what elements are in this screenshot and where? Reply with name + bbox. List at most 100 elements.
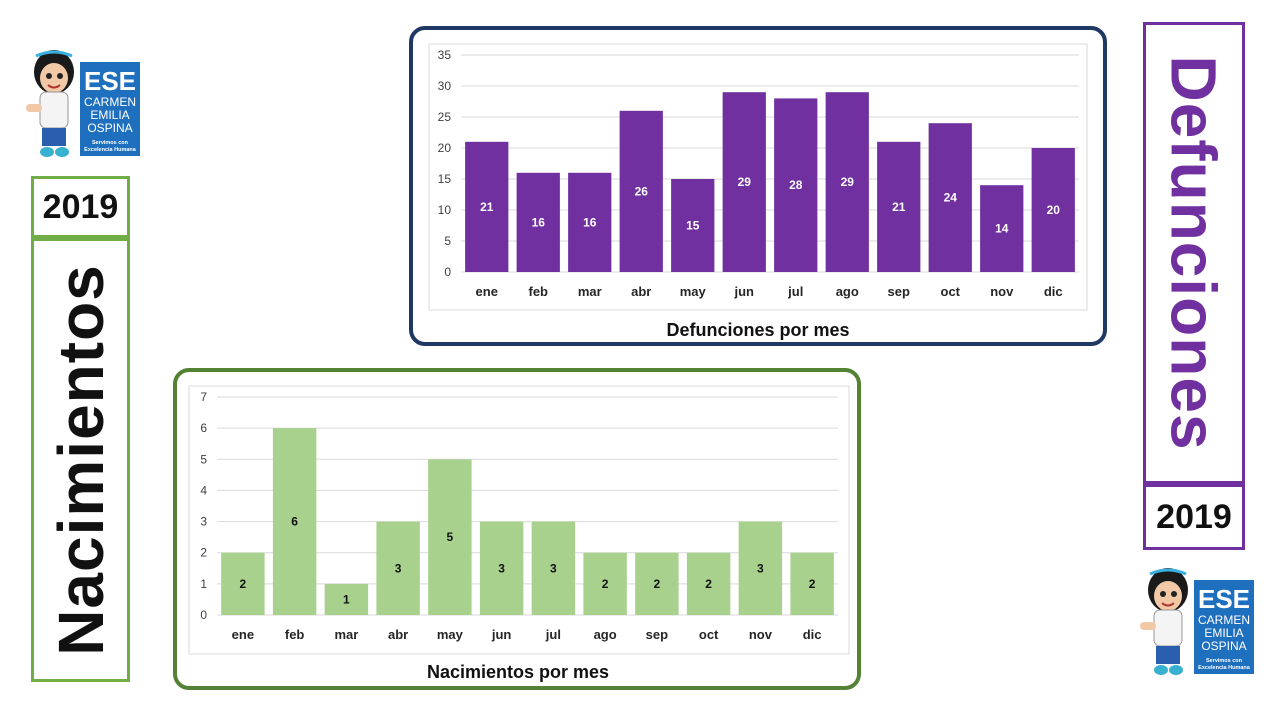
logo-ese-text: ESE [84,66,136,96]
nacimientos-data-label: 2 [705,577,712,591]
logo-line-ospina: OSPINA [87,121,132,135]
logo-tagline-1: Servimos con [92,140,129,146]
nacimientos-x-tick-label: ago [594,627,617,642]
nacimientos-x-tick-label: feb [285,627,305,642]
defunciones-x-tick-label: jul [787,284,803,299]
defunciones-bar-jun [722,92,766,272]
nacimientos-y-tick-label: 2 [200,546,207,560]
defunciones-bar-feb [516,172,560,272]
left-title-container: Nacimientos [31,238,130,682]
defunciones-data-label: 24 [944,191,958,205]
logo-ese-text: ESE [1198,584,1250,614]
nacimientos-bar-mar [324,583,369,615]
logo-tagline-2: Excelencia Humana [84,147,137,153]
defunciones-bar-ene [465,141,509,272]
defunciones-bar-ago [825,92,869,272]
nacimientos-x-tick-label: ene [232,627,254,642]
nacimientos-chart: 0 1 2 3 4 5 6 7 2 ene 6 feb 1 mar 3 abr 5 may 3 jun 3 jul 2 ago… [188,385,850,682]
nacimientos-x-tick-label: oct [699,627,719,642]
right-title-container: Defunciones [1143,22,1245,484]
left-title-frame [31,238,130,682]
defunciones-x-tick-label: jun [734,284,755,299]
nacimientos-data-label: 3 [498,561,505,575]
logo-bottom-right: ESE CARMEN EMILIA OSPINA Servimos con Ex… [1134,566,1256,678]
nacimientos-bar-jul [531,521,576,615]
defunciones-bar-sep [877,141,921,272]
nacimientos-bar-feb [272,428,317,615]
nacimientos-bar-oct [686,552,731,615]
nacimientos-data-label: 5 [447,530,454,544]
nacimientos-data-label: 3 [395,561,402,575]
nacimientos-data-label: 3 [757,561,764,575]
logo-tagline-2: Excelencia Humana [1198,665,1251,671]
nacimientos-x-tick-label: abr [388,627,408,642]
defunciones-bar-jul [774,98,818,273]
defunciones-data-label: 26 [635,184,649,198]
nacimientos-chart-frame: 0 1 2 3 4 5 6 7 2 ene 6 feb 1 mar 3 abr 5 may 3 jun 3 jul 2 ago… [173,368,861,690]
logo-tagline-1: Servimos con [1206,658,1243,664]
nacimientos-vertical-title: Nacimientos [44,264,117,656]
defunciones-y-tick-label: 35 [438,48,452,62]
defunciones-x-tick-label: oct [941,284,961,299]
defunciones-data-label: 16 [532,215,546,229]
nacimientos-bar-may [428,459,472,615]
mascot-logo-image: ESE CARMEN EMILIA OSPINA Servimos con Ex… [26,50,140,157]
nacimientos-y-tick-label: 4 [200,483,207,497]
nacimientos-y-tick-label: 5 [200,452,207,466]
nacimientos-data-label: 2 [240,577,247,591]
nacimientos-data-label: 6 [291,515,298,529]
defunciones-bar-nov [980,185,1024,272]
defunciones-data-label: 16 [583,215,597,229]
defunciones-bar-may [671,179,715,272]
defunciones-y-tick-label: 25 [438,110,452,124]
nacimientos-data-label: 2 [809,577,816,591]
defunciones-vertical-title: Defunciones [1158,55,1230,451]
defunciones-x-tick-label: feb [529,284,549,299]
nacimientos-bar-dic [790,552,834,615]
nacimientos-data-label: 2 [654,577,661,591]
defunciones-x-tick-label: sep [888,284,910,299]
nacimientos-bar-jun [479,521,524,615]
defunciones-data-label: 21 [892,200,906,214]
defunciones-bar-mar [568,172,612,272]
defunciones-chart: 0 5 10 15 20 25 30 35 21 ene 16 feb 16 mar 26 abr 15 may 2… [428,43,1088,340]
nacimientos-y-tick-label: 3 [200,515,207,529]
defunciones-chart-title: Defunciones por mes [666,320,849,340]
nacimientos-x-tick-label: jun [491,627,512,642]
defunciones-data-label: 15 [686,219,700,233]
logo-line-carmen: CARMEN [84,95,136,109]
logo-top-left: ESE CARMEN EMILIA OSPINA Servimos con Ex… [20,48,142,160]
right-year-label: 2019 [1143,484,1245,550]
defunciones-y-tick-label: 10 [438,203,452,217]
nacimientos-x-tick-label: dic [803,627,822,642]
defunciones-y-tick-label: 30 [438,79,452,93]
defunciones-y-tick-label: 0 [444,265,451,279]
nacimientos-y-tick-label: 7 [200,390,207,404]
left-year-label: 2019 [31,176,130,238]
nacimientos-y-tick-label: 1 [200,577,207,591]
nacimientos-data-label: 2 [602,577,609,591]
nacimientos-x-tick-label: mar [334,627,358,642]
defunciones-data-label: 28 [789,178,803,192]
defunciones-x-tick-label: nov [990,284,1014,299]
nacimientos-bar-abr [376,521,420,615]
defunciones-y-tick-label: 15 [438,172,452,186]
defunciones-x-tick-label: dic [1044,284,1063,299]
defunciones-x-tick-label: may [680,284,707,299]
defunciones-data-label: 21 [480,200,494,214]
defunciones-x-tick-label: abr [631,284,651,299]
nacimientos-data-label: 1 [343,592,350,606]
right-title-frame [1143,22,1245,484]
logo-line-ospina: OSPINA [1201,639,1246,653]
nacimientos-data-label: 3 [550,561,557,575]
logo-line-emilia: EMILIA [90,108,129,122]
nacimientos-chart-title: Nacimientos por mes [427,662,609,682]
defunciones-data-label: 29 [738,175,752,189]
logo-line-carmen: CARMEN [1198,613,1250,627]
defunciones-x-tick-label: mar [578,284,602,299]
defunciones-bar-oct [928,123,972,272]
nacimientos-y-tick-label: 0 [200,608,207,622]
defunciones-data-label: 29 [841,175,855,189]
defunciones-y-tick-label: 20 [438,141,452,155]
nacimientos-bar-ago [583,552,627,615]
